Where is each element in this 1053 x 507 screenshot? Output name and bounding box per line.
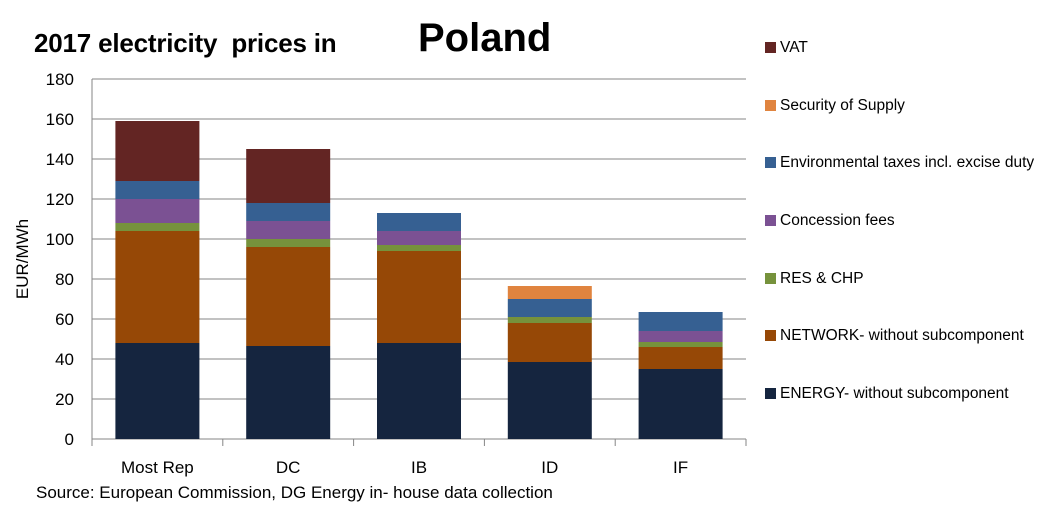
y-tick-label: 0 xyxy=(65,430,74,449)
bar-segment-network xyxy=(246,247,331,346)
bar-segment-energy xyxy=(507,362,592,439)
chart-title-country: Poland xyxy=(418,16,552,60)
y-tick-label: 160 xyxy=(46,110,74,129)
bar-segment-network xyxy=(377,251,461,343)
bar-segment-energy xyxy=(638,369,723,439)
y-tick-label: 180 xyxy=(46,70,74,89)
y-axis-label: EUR/MWh xyxy=(13,219,32,299)
bar-segment-envtax xyxy=(115,181,200,199)
legend-label-concession-fees: Concession fees xyxy=(780,212,895,229)
y-tick-label: 60 xyxy=(55,310,74,329)
bar-segment-concession xyxy=(638,331,723,342)
legend-label-environmental-taxes: Environmental taxes incl. excise duty xyxy=(780,154,1035,171)
bar-segment-res xyxy=(507,317,592,323)
y-tick-label: 120 xyxy=(46,190,74,209)
x-tick-label: DC xyxy=(276,458,301,477)
bar-segment-energy xyxy=(377,343,461,439)
x-tick-label: ID xyxy=(541,458,558,477)
legend-swatch-network xyxy=(765,330,776,341)
bar-segment-energy xyxy=(115,343,200,439)
bar-segment-network xyxy=(507,323,592,362)
legend-swatch-environmental-taxes xyxy=(765,157,776,168)
y-tick-label: 40 xyxy=(55,350,74,369)
legend-swatch-security-of-supply xyxy=(765,100,776,111)
legend-label-vat: VAT xyxy=(780,39,808,56)
bar-segment-envtax xyxy=(638,312,723,331)
legend-swatch-concession-fees xyxy=(765,215,776,226)
chart-title-prefix: 2017 electricity prices in xyxy=(34,28,337,58)
y-tick-label: 100 xyxy=(46,230,74,249)
bar-segment-res xyxy=(246,239,331,247)
y-tick-label: 20 xyxy=(55,390,74,409)
legend-label-security-of-supply: Security of Supply xyxy=(780,97,905,114)
legend-swatch-energy xyxy=(765,388,776,399)
bar-segment-envtax xyxy=(246,203,331,221)
legend-label-network: NETWORK- without subcomponent xyxy=(780,327,1024,344)
x-tick-label: IF xyxy=(673,458,688,477)
legend-swatch-vat xyxy=(765,42,776,53)
bar-segment-network xyxy=(115,231,200,343)
bar-segment-envtax xyxy=(377,213,461,231)
bar-segment-network xyxy=(638,347,723,369)
x-tick-label: Most Rep xyxy=(121,458,194,477)
bar-segment-vat xyxy=(115,121,200,181)
bar-segment-res xyxy=(115,223,200,231)
legend-label-res-chp: RES & CHP xyxy=(780,270,864,287)
source-note: Source: European Commission, DG Energy i… xyxy=(36,483,553,502)
bar-segment-vat xyxy=(246,149,331,203)
bar-segment-energy xyxy=(246,346,331,439)
bar-segment-concession xyxy=(115,199,200,223)
x-tick-label: IB xyxy=(411,458,427,477)
legend-swatch-res-chp xyxy=(765,273,776,284)
bar-segment-res xyxy=(638,342,723,347)
bar-segment-security xyxy=(507,286,592,299)
y-tick-label: 80 xyxy=(55,270,74,289)
bar-segment-concession xyxy=(246,221,331,239)
bar-segment-concession xyxy=(377,231,461,245)
bar-segment-res xyxy=(377,245,461,251)
y-tick-label: 140 xyxy=(46,150,74,169)
legend-label-energy: ENERGY- without subcomponent xyxy=(780,385,1009,402)
bar-segment-envtax xyxy=(507,299,592,317)
